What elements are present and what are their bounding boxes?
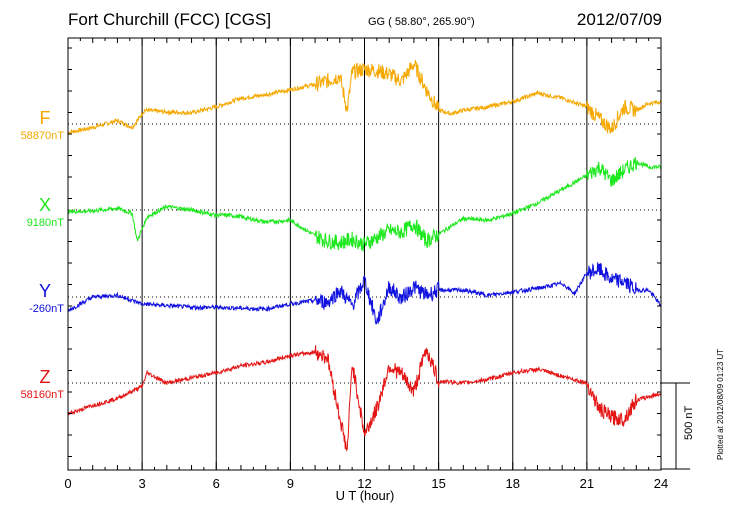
x-tick-label: 15 xyxy=(431,476,445,491)
series-label-z: Z xyxy=(39,367,51,387)
grid-layer xyxy=(68,38,661,470)
date-label: 2012/07/09 xyxy=(576,10,662,29)
x-tick-label: 12 xyxy=(357,476,371,491)
scale-bar xyxy=(661,382,690,470)
series-baseline-y: -260nT xyxy=(29,303,64,315)
series-line-f xyxy=(67,59,662,136)
tick-layer: 0 3 6 9 12 15 18 21 24 xyxy=(64,38,668,491)
x-tick-label: 18 xyxy=(506,476,520,491)
series-label-x: X xyxy=(38,195,51,215)
series-baseline-z: 58160nT xyxy=(20,389,64,401)
series-label-y: Y xyxy=(38,281,51,301)
series-line-z xyxy=(67,345,662,452)
series-line-y xyxy=(67,262,662,325)
x-tick-label: 3 xyxy=(139,476,146,491)
x-tick-label: 21 xyxy=(580,476,594,491)
series-label-f: F xyxy=(39,108,51,128)
coordinates-label: GG ( 58.80°, 265.90°) xyxy=(368,16,475,28)
x-tick-label: 6 xyxy=(213,476,220,491)
scale-bar-label: 500 nT xyxy=(683,405,695,440)
plotted-timestamp: Plotted at 2012/08/09 01:23 UT xyxy=(716,348,725,460)
series-baseline-x: 9180nT xyxy=(26,217,64,229)
series-line-x xyxy=(67,157,662,252)
x-tick-label: 0 xyxy=(64,476,71,491)
x-tick-label: 24 xyxy=(654,476,668,491)
series-layer xyxy=(67,59,662,452)
series-baseline-f: 58870nT xyxy=(20,130,64,142)
x-tick-label: 9 xyxy=(287,476,294,491)
station-title: Fort Churchill (FCC) [CGS] xyxy=(68,10,272,29)
x-axis-label: U T (hour) xyxy=(335,488,395,503)
